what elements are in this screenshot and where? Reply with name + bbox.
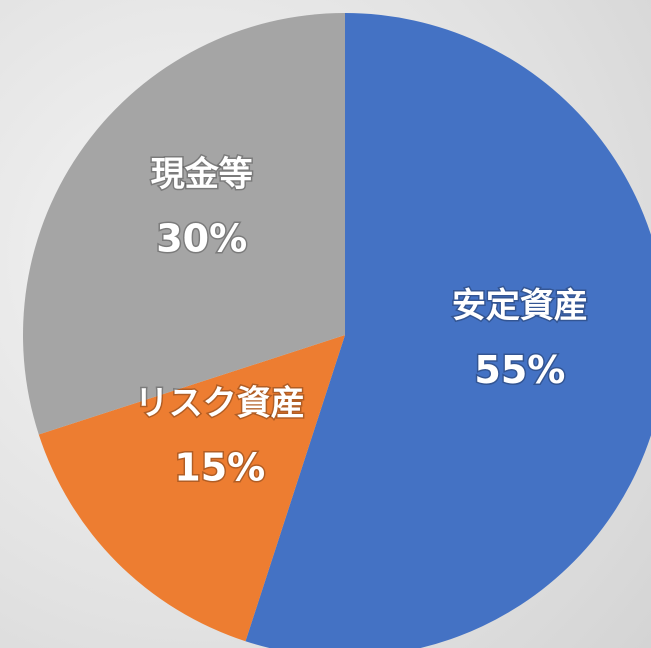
slice-category: 現金等: [151, 154, 253, 194]
slice: [22, 13, 346, 435]
slice-category: 安定資産: [452, 286, 588, 326]
slice: [38, 335, 346, 642]
slice: [245, 13, 651, 648]
slice-category: リスク資産: [135, 384, 305, 424]
slice-value: 30%: [156, 216, 247, 260]
labels: 安定資産 55% リスク資産 15% 現金等 30%: [133, 153, 589, 491]
pie: [22, 13, 651, 648]
slice-value: 15%: [174, 446, 265, 490]
slice-value: 55%: [474, 348, 565, 392]
